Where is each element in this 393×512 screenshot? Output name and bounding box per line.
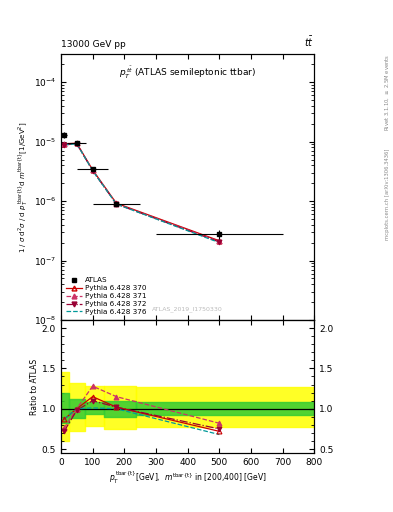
- Text: mcplots.cern.ch [arXiv:1306.3436]: mcplots.cern.ch [arXiv:1306.3436]: [385, 149, 389, 240]
- Pythia 6.428 371: [62, 141, 66, 147]
- Pythia 6.428 370: [62, 141, 66, 147]
- Text: $t\bar{t}$: $t\bar{t}$: [305, 35, 314, 49]
- Line: Pythia 6.428 372: Pythia 6.428 372: [62, 141, 222, 244]
- Pythia 6.428 376: [62, 142, 66, 148]
- Text: Rivet 3.1.10, $\geq$ 2.5M events: Rivet 3.1.10, $\geq$ 2.5M events: [383, 54, 391, 131]
- Pythia 6.428 370: [90, 167, 95, 173]
- Pythia 6.428 372: [74, 141, 79, 147]
- Pythia 6.428 371: [217, 238, 222, 244]
- Pythia 6.428 376: [114, 201, 119, 207]
- Pythia 6.428 370: [217, 238, 222, 244]
- Pythia 6.428 370: [74, 140, 79, 146]
- Line: Pythia 6.428 376: Pythia 6.428 376: [64, 144, 219, 243]
- Text: ATLAS_2019_I1750330: ATLAS_2019_I1750330: [152, 306, 223, 312]
- Y-axis label: 1 / $\sigma$ d$^2\sigma$ / d $p_T^{\,\mathregular{tbar\{t\}}}$d $m^{\mathregular: 1 / $\sigma$ d$^2\sigma$ / d $p_T^{\,\ma…: [17, 121, 31, 252]
- Pythia 6.428 372: [114, 201, 119, 207]
- Pythia 6.428 371: [90, 167, 95, 173]
- Line: Pythia 6.428 371: Pythia 6.428 371: [62, 141, 222, 244]
- Pythia 6.428 371: [114, 201, 119, 207]
- Pythia 6.428 376: [90, 167, 95, 174]
- Y-axis label: Ratio to ATLAS: Ratio to ATLAS: [30, 358, 39, 415]
- Legend: ATLAS, Pythia 6.428 370, Pythia 6.428 371, Pythia 6.428 372, Pythia 6.428 376: ATLAS, Pythia 6.428 370, Pythia 6.428 37…: [64, 276, 148, 316]
- Pythia 6.428 372: [62, 142, 66, 148]
- Pythia 6.428 372: [90, 167, 95, 174]
- Pythia 6.428 371: [74, 140, 79, 146]
- Text: $p_T^{\,t\bar{t}}$ (ATLAS semileptonic ttbar): $p_T^{\,t\bar{t}}$ (ATLAS semileptonic t…: [119, 65, 256, 81]
- Pythia 6.428 376: [217, 240, 222, 246]
- Pythia 6.428 376: [74, 141, 79, 147]
- Line: Pythia 6.428 370: Pythia 6.428 370: [62, 141, 222, 243]
- Pythia 6.428 372: [217, 239, 222, 245]
- Text: 13000 GeV pp: 13000 GeV pp: [61, 39, 126, 49]
- X-axis label: $p_T^{\,\mathregular{tbar\{t\}}}$[GeV],  $m^{\mathregular{tbar\{t\}}}$ in [200,4: $p_T^{\,\mathregular{tbar\{t\}}}$[GeV], …: [108, 470, 267, 486]
- Pythia 6.428 370: [114, 200, 119, 206]
